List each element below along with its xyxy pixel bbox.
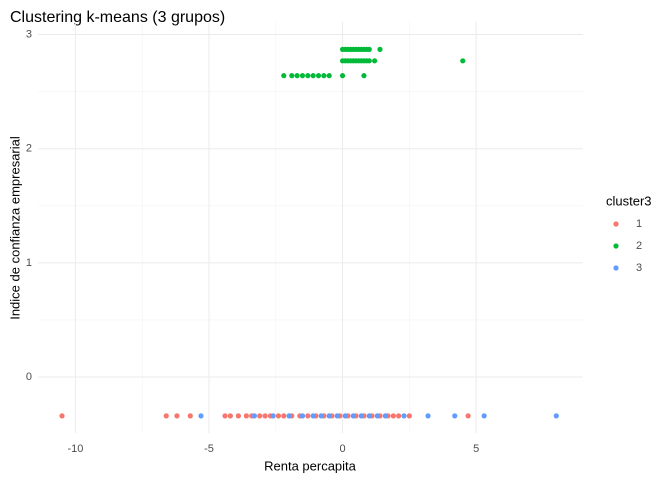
point bbox=[372, 58, 378, 64]
point bbox=[286, 413, 292, 419]
point bbox=[243, 413, 249, 419]
point bbox=[460, 58, 466, 64]
point bbox=[275, 413, 282, 419]
point bbox=[452, 413, 458, 419]
chart-title: Clustering k-means (3 grupos) bbox=[10, 9, 225, 26]
point bbox=[305, 413, 311, 419]
y-tick-label: 0 bbox=[26, 371, 32, 383]
point bbox=[294, 73, 300, 79]
point bbox=[310, 73, 316, 79]
point bbox=[377, 46, 383, 53]
legend-label: 3 bbox=[636, 262, 642, 274]
point bbox=[465, 413, 471, 419]
x-tick-label: -10 bbox=[67, 443, 83, 455]
point bbox=[315, 73, 322, 79]
y-axis-label: Indice de confianza empresarial bbox=[7, 136, 22, 320]
point bbox=[366, 58, 372, 64]
point bbox=[281, 413, 287, 419]
point bbox=[198, 413, 204, 419]
point bbox=[235, 413, 241, 419]
point bbox=[299, 73, 306, 79]
point bbox=[227, 413, 233, 419]
point bbox=[339, 73, 346, 79]
legend-label: 1 bbox=[636, 218, 642, 230]
legend-marker bbox=[613, 221, 619, 227]
x-tick-label: 5 bbox=[473, 443, 479, 455]
point bbox=[318, 413, 324, 419]
point bbox=[257, 413, 263, 419]
legend-title: cluster3 bbox=[606, 193, 652, 208]
legend-marker bbox=[613, 243, 619, 249]
point bbox=[262, 413, 268, 419]
y-tick-label: 1 bbox=[26, 257, 32, 269]
point bbox=[374, 413, 380, 419]
point bbox=[270, 413, 276, 419]
point bbox=[481, 413, 487, 419]
point bbox=[425, 413, 431, 419]
point bbox=[310, 413, 316, 419]
point bbox=[289, 73, 295, 79]
point bbox=[553, 413, 559, 419]
point bbox=[358, 413, 364, 419]
point bbox=[401, 413, 407, 419]
point bbox=[361, 73, 367, 79]
point bbox=[396, 413, 402, 419]
point bbox=[174, 413, 180, 419]
point bbox=[390, 413, 396, 419]
point bbox=[334, 413, 340, 419]
point bbox=[59, 413, 65, 419]
point bbox=[281, 73, 287, 79]
x-tick-label: 0 bbox=[339, 443, 345, 455]
point bbox=[366, 413, 372, 419]
point bbox=[326, 413, 332, 419]
point bbox=[350, 413, 356, 419]
point bbox=[321, 73, 327, 79]
point bbox=[342, 413, 348, 419]
point bbox=[382, 413, 388, 419]
point bbox=[406, 413, 412, 419]
point bbox=[299, 413, 306, 419]
point bbox=[222, 413, 228, 419]
x-tick-label: -5 bbox=[204, 443, 214, 455]
point bbox=[366, 46, 372, 53]
point bbox=[163, 413, 169, 419]
legend-label: 2 bbox=[636, 240, 642, 252]
x-axis-label: Renta percapita bbox=[264, 458, 357, 473]
point bbox=[305, 73, 311, 79]
point bbox=[251, 413, 257, 419]
legend-marker bbox=[613, 265, 619, 271]
y-tick-label: 3 bbox=[26, 28, 32, 40]
point bbox=[187, 413, 193, 419]
y-tick-label: 2 bbox=[26, 143, 32, 155]
point bbox=[326, 73, 332, 79]
